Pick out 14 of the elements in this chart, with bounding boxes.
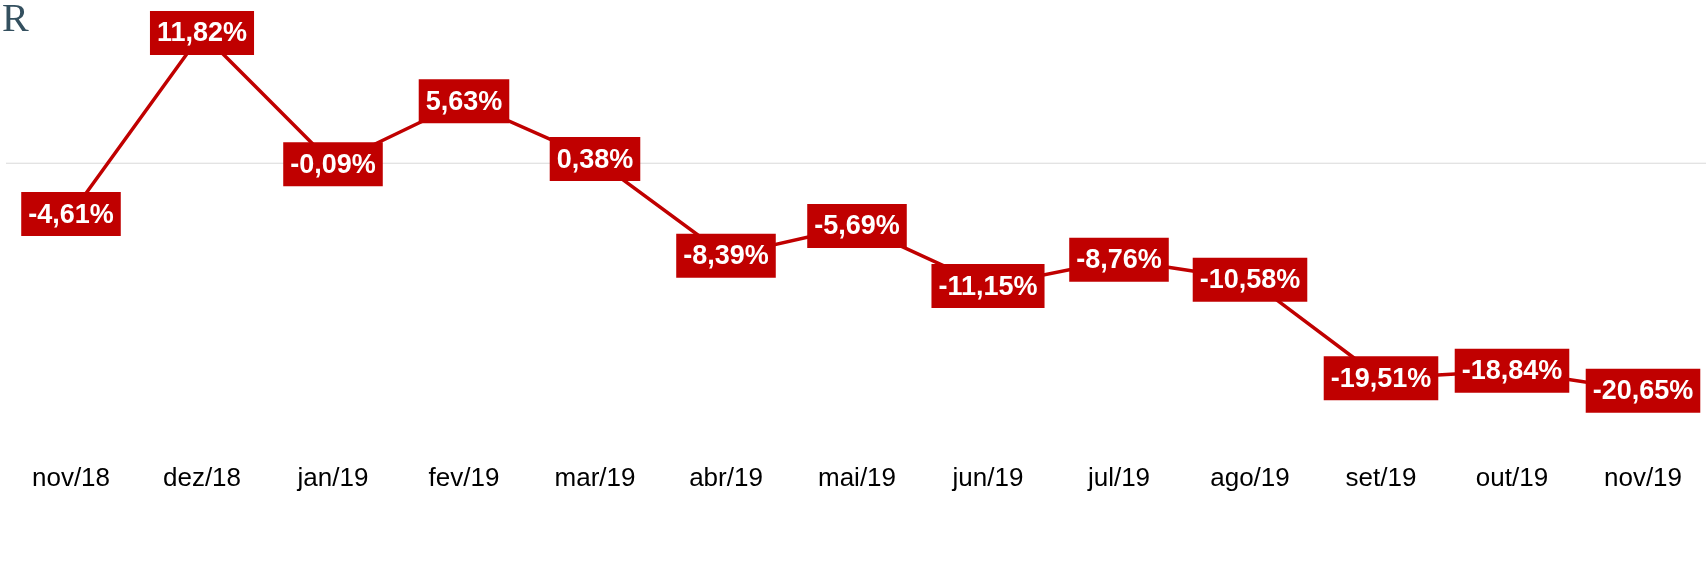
x-tick-label: mai/19 [817, 461, 897, 492]
chart-title: R [2, 0, 29, 40]
x-tick-label: nov/19 [1603, 461, 1683, 492]
x-tick-label: nov/18 [31, 461, 111, 492]
x-tick-label: ago/19 [1210, 461, 1290, 492]
x-tick-label: jul/19 [1086, 461, 1151, 492]
x-tick-label: mar/19 [554, 461, 636, 492]
x-tick-label: jan/19 [296, 461, 369, 492]
x-tick-label: jun/19 [951, 461, 1024, 492]
x-tick-label: dez/18 [162, 461, 242, 492]
x-tick-label: abr/19 [689, 461, 763, 492]
x-tick-label: out/19 [1475, 461, 1549, 492]
x-tick-label: set/19 [1345, 461, 1417, 492]
x-tick-label: fev/19 [428, 461, 500, 492]
